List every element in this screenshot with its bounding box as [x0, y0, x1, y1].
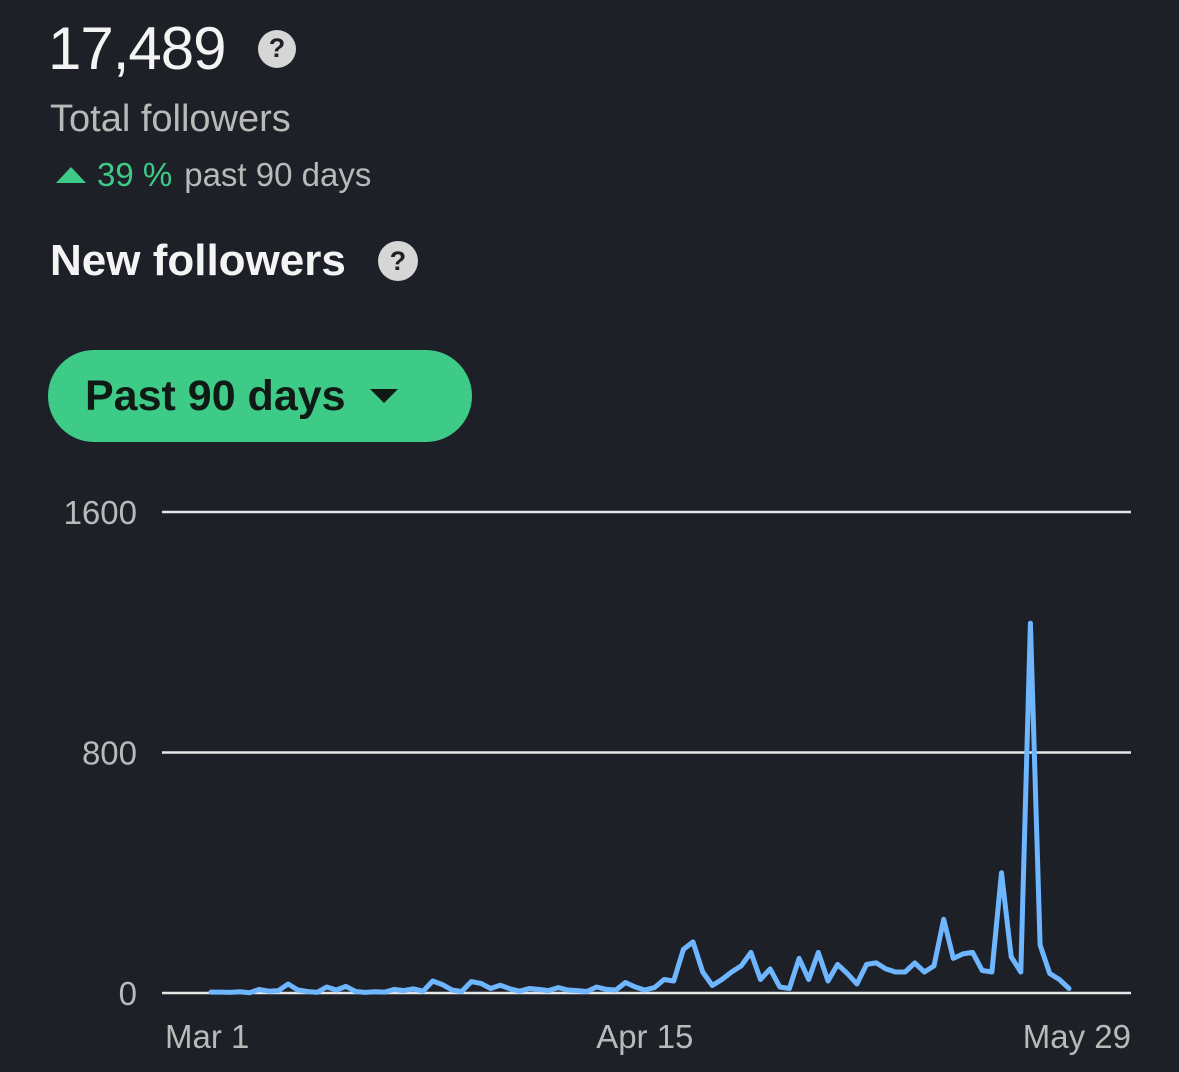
new-followers-title: New followers — [50, 236, 346, 285]
follower-trend: 39 % past 90 days — [56, 156, 371, 194]
new-followers-chart: 0 800 1600 Mar 1 Apr 15 May 29 — [64, 494, 1131, 1055]
trend-up-arrow-icon — [56, 167, 86, 183]
x-tick-label: Apr 15 — [596, 1018, 693, 1055]
total-followers-label: Total followers — [50, 98, 291, 140]
series-line-new-followers — [208, 620, 1072, 996]
y-axis-ticks: 0 800 1600 — [64, 494, 137, 1012]
x-axis-ticks: Mar 1 Apr 15 May 29 — [165, 1018, 1131, 1055]
help-icon[interactable]: ? — [257, 29, 296, 68]
time-range-dropdown[interactable]: Past 90 days — [48, 350, 472, 442]
trend-percent: 39 % — [97, 156, 173, 193]
caret-down-icon — [369, 389, 398, 403]
y-tick-label: 800 — [82, 735, 137, 772]
trend-period: past 90 days — [184, 156, 372, 193]
y-tick-label: 1600 — [64, 494, 137, 531]
chart-grid — [162, 510, 1131, 995]
y-tick-label: 0 — [119, 975, 137, 1012]
x-tick-label: Mar 1 — [165, 1018, 249, 1055]
new-followers-heading: New followers ? — [50, 236, 418, 286]
total-followers-number: 17,489 — [48, 15, 227, 82]
total-followers-value: 17,489 ? — [48, 14, 296, 83]
time-range-label: Past 90 days — [85, 371, 346, 420]
x-tick-label: May 29 — [1023, 1018, 1131, 1055]
help-icon[interactable]: ? — [377, 241, 418, 281]
